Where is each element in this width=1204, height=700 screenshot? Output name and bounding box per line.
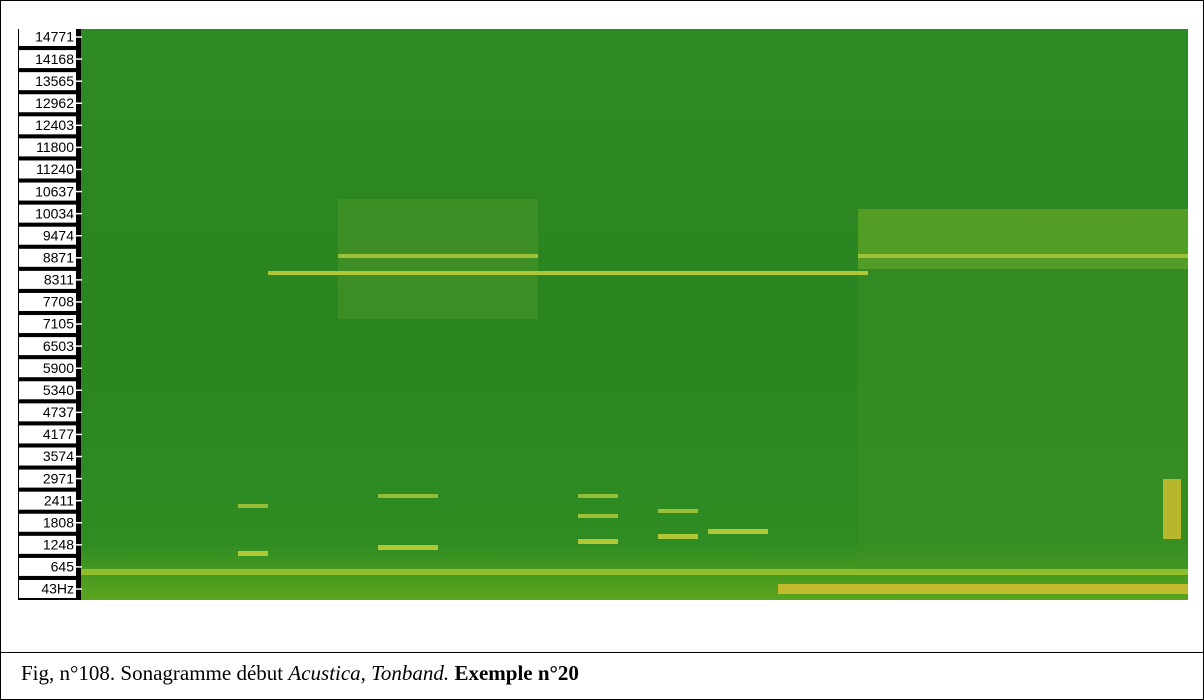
frequency-label: 1808 (43, 514, 74, 530)
frequency-label: 5900 (43, 360, 74, 376)
spectrogram: 14771 14168 13565 12962 12403 11800 11240 10637… (18, 29, 1188, 600)
frequency-label: 14771 (35, 29, 74, 45)
label-box (19, 337, 76, 356)
frequency-label: 11240 (36, 161, 74, 177)
frequency-label: 7105 (43, 316, 74, 332)
label-box (19, 469, 76, 488)
label-box (19, 447, 76, 466)
frequency-label: 5340 (43, 382, 74, 398)
frequency-label: 2411 (44, 492, 74, 508)
caption-bold: Exemple n°20 (454, 661, 579, 685)
label-box (19, 315, 76, 334)
label-box (19, 513, 76, 532)
label-box (19, 535, 76, 554)
frequency-label: 11800 (36, 139, 74, 155)
label-box (19, 160, 76, 179)
frequency-label: 13565 (35, 73, 74, 89)
frequency-label: 6503 (43, 338, 74, 354)
frequency-label: 3574 (43, 448, 74, 464)
frequency-label: 14168 (35, 51, 74, 67)
spectral-features (81, 199, 1188, 594)
frequency-label: 8311 (44, 272, 74, 288)
frequency-label: 8871 (43, 250, 74, 266)
frequency-label: 12962 (35, 95, 74, 111)
caption-prefix: Fig, n°108. Sonagramme début (21, 661, 289, 685)
frequency-label: 7708 (43, 294, 74, 310)
frequency-label: 645 (51, 559, 75, 575)
label-box (19, 182, 76, 201)
label-box (19, 248, 76, 267)
caption: Fig, n°108. Sonagramme début Acustica, T… (21, 661, 579, 686)
label-box (19, 292, 76, 311)
label-box (19, 557, 76, 576)
frequency-label: 2971 (43, 470, 74, 486)
label-box (19, 50, 76, 69)
frequency-label: 12403 (35, 117, 74, 133)
label-box (19, 580, 76, 598)
figure-cell: 14771 14168 13565 12962 12403 11800 11240 10637… (1, 1, 1203, 653)
frequency-label: 4737 (43, 404, 74, 420)
label-box (19, 116, 76, 135)
frequency-label: 1248 (43, 537, 74, 553)
label-box (19, 425, 76, 444)
frequency-label: 43Hz (41, 581, 74, 597)
label-box (19, 359, 76, 378)
frequency-label: 10637 (35, 183, 74, 199)
label-box (19, 270, 76, 289)
label-box (19, 204, 76, 223)
label-box (19, 94, 76, 113)
label-box (19, 403, 76, 422)
label-box (19, 29, 76, 46)
frequency-label: 4177 (43, 426, 74, 442)
label-box (19, 226, 76, 245)
frequency-label: 9474 (43, 227, 74, 243)
label-box (19, 138, 76, 157)
label-box (19, 72, 76, 91)
caption-italic: Acustica, Tonband. (288, 661, 450, 685)
frequency-label: 10034 (35, 205, 74, 221)
label-box (19, 491, 76, 510)
label-box (19, 381, 76, 400)
